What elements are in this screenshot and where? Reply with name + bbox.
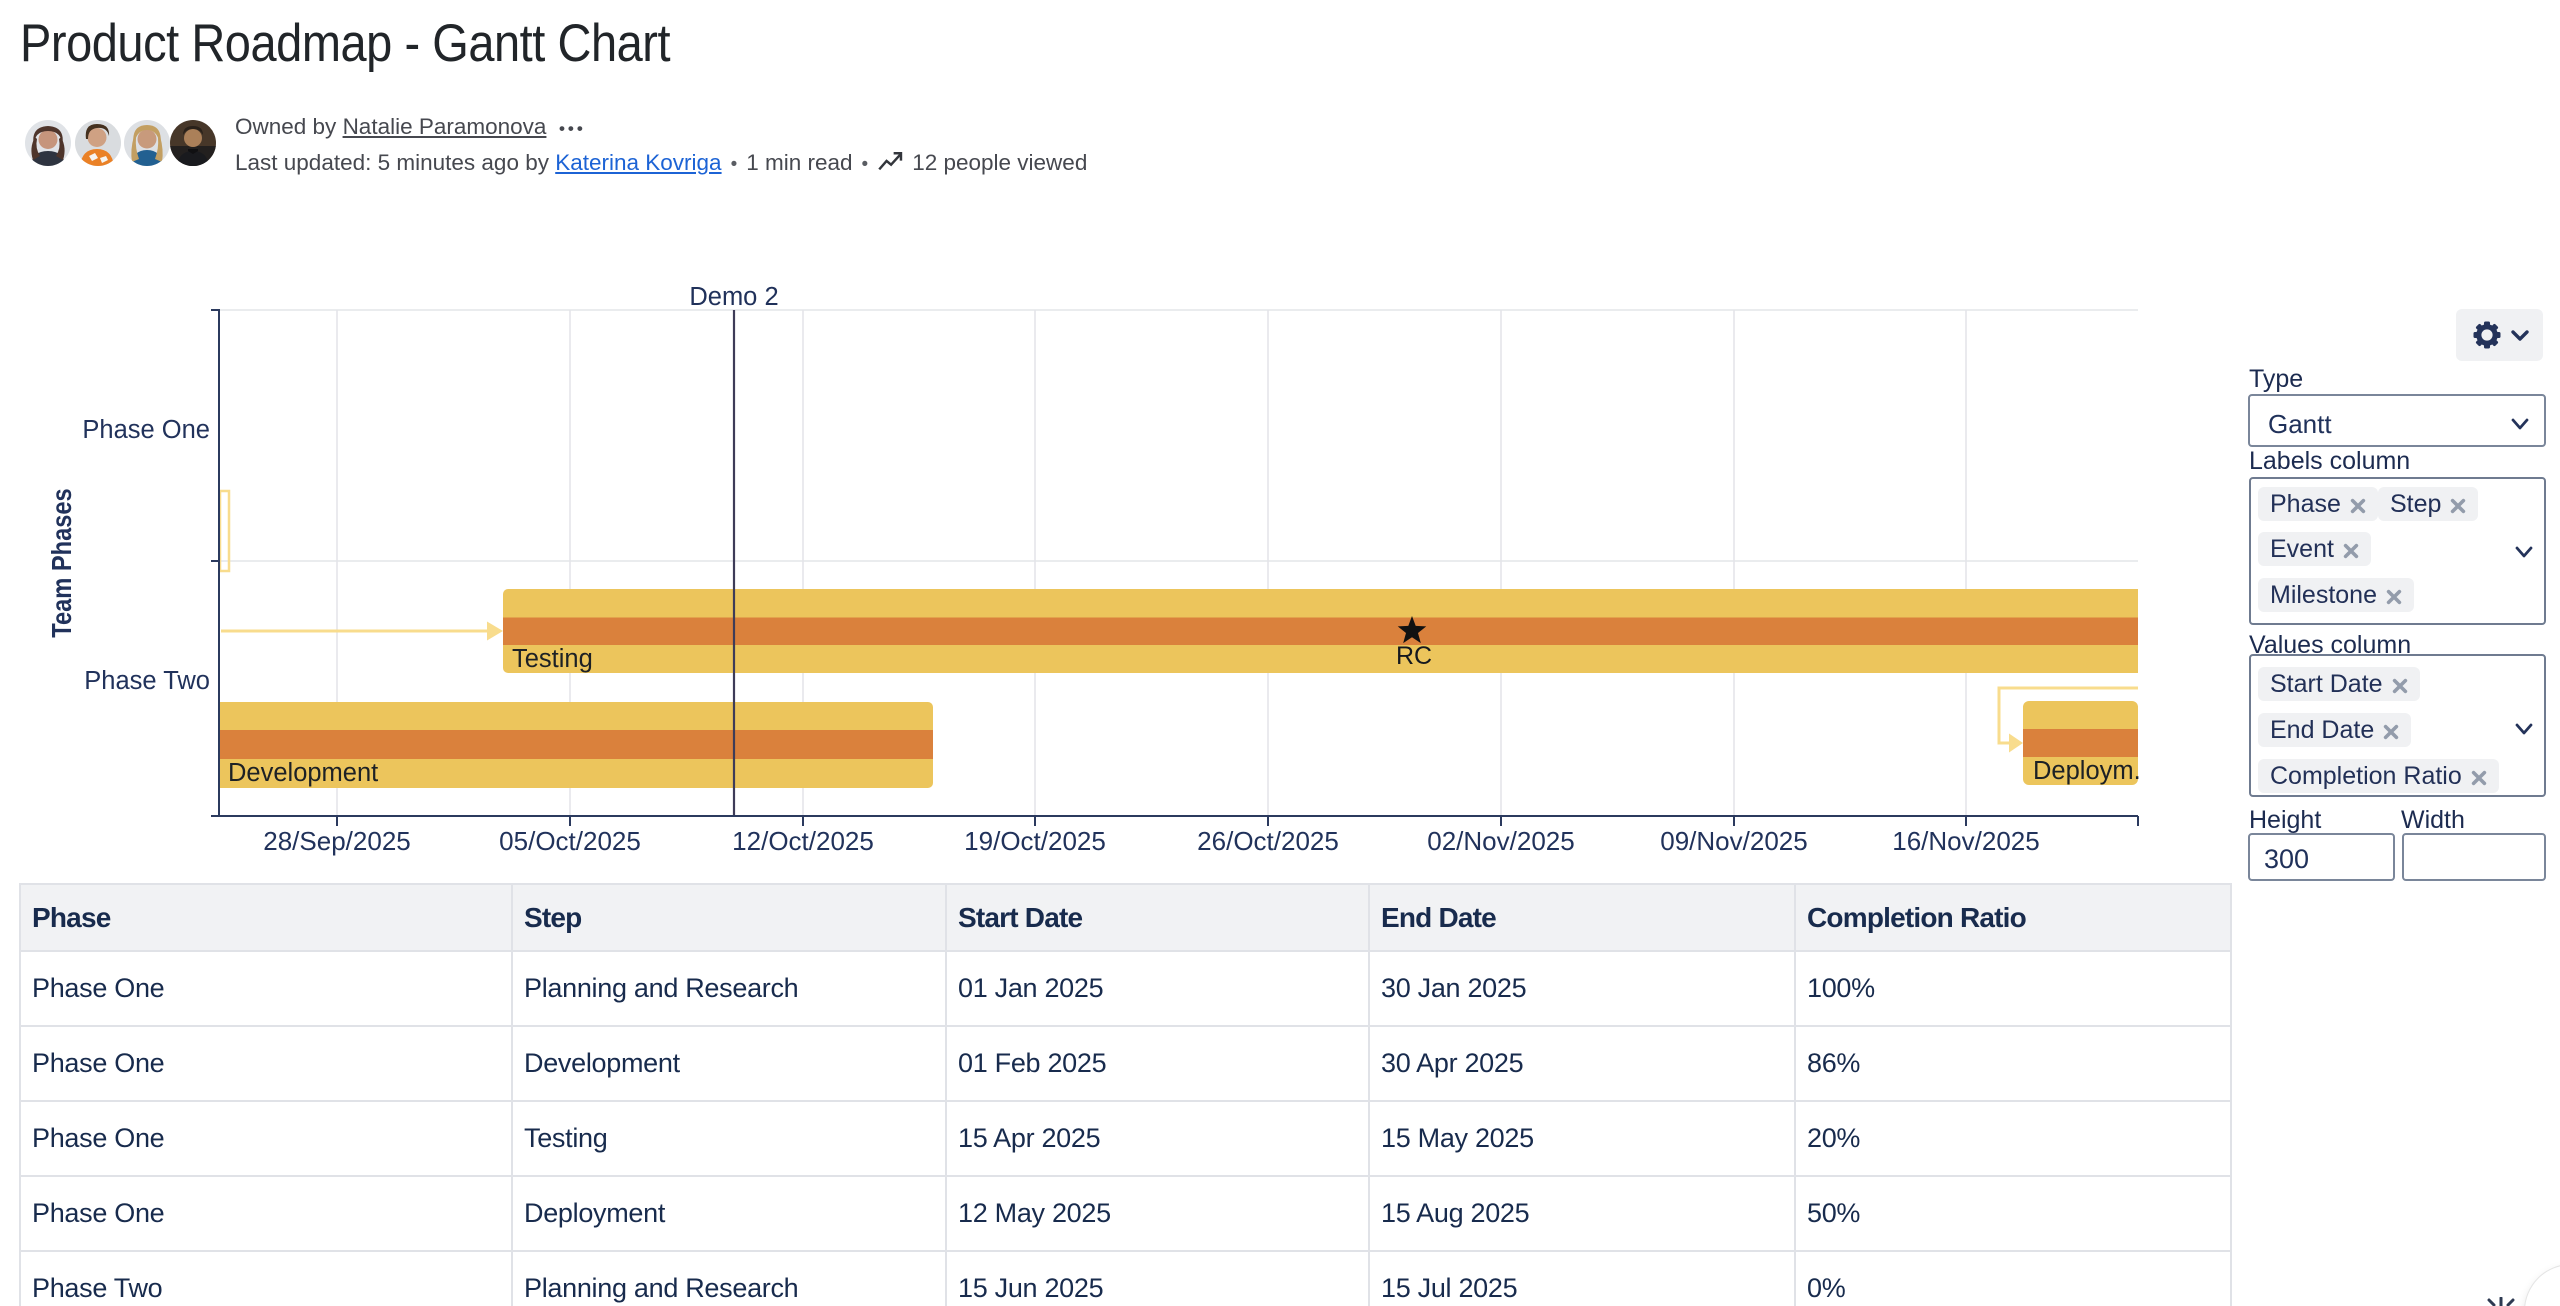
svg-text:Team Phases: Team Phases [47,488,77,637]
svg-text:02/Nov/2025: 02/Nov/2025 [1427,826,1574,856]
svg-text:12/Oct/2025: 12/Oct/2025 [732,826,874,856]
svg-text:09/Nov/2025: 09/Nov/2025 [1660,826,1807,856]
svg-text:RC: RC [1396,642,1432,670]
svg-text:Deploym..: Deploym.. [2033,757,2148,785]
svg-text:28/Sep/2025: 28/Sep/2025 [263,826,410,856]
svg-text:Development: Development [228,759,378,787]
svg-text:26/Oct/2025: 26/Oct/2025 [1197,826,1339,856]
svg-text:16/Nov/2025: 16/Nov/2025 [1892,826,2039,856]
svg-text:Phase Two: Phase Two [84,667,210,695]
svg-text:Demo 2: Demo 2 [689,283,778,311]
svg-text:Phase One: Phase One [82,416,210,444]
svg-text:Testing: Testing [512,645,593,673]
svg-text:19/Oct/2025: 19/Oct/2025 [964,826,1106,856]
svg-text:05/Oct/2025: 05/Oct/2025 [499,826,641,856]
